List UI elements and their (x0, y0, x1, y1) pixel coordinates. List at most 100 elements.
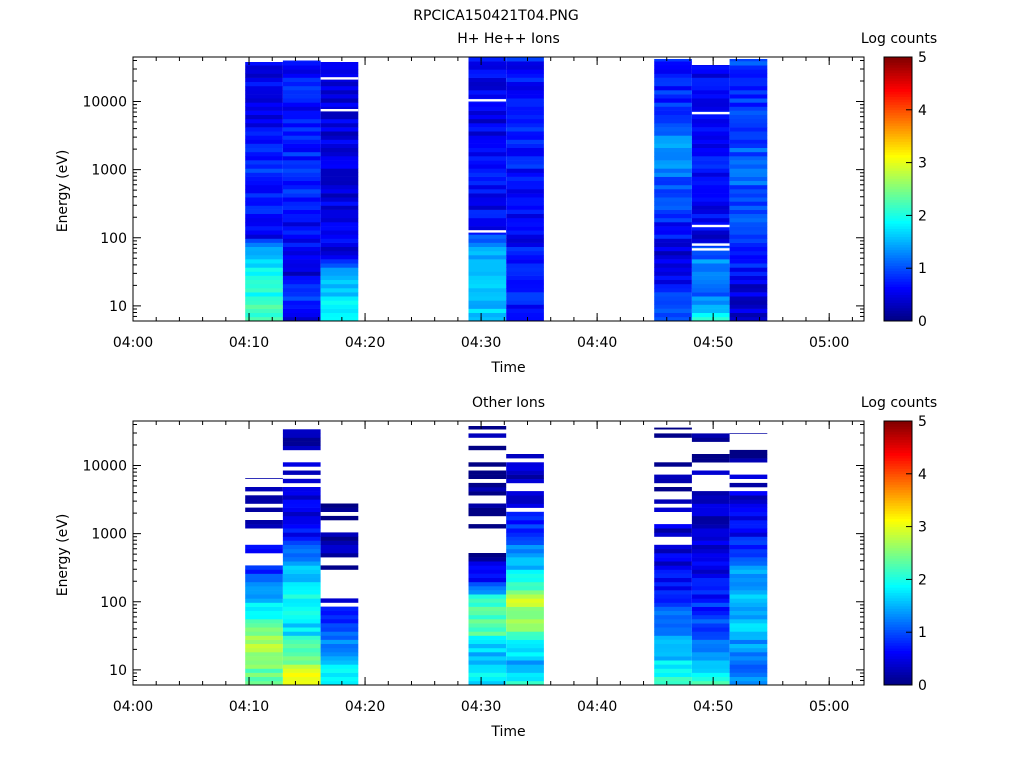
colorbar-band (884, 125, 912, 129)
spectrogram-bin (468, 569, 507, 574)
spectrogram-bin (506, 606, 544, 611)
spectrogram-bin (320, 69, 359, 74)
spectrogram-bin (282, 672, 321, 677)
spectrogram-bin (468, 217, 507, 223)
spectrogram-bin (729, 143, 768, 148)
spectrogram-bin (320, 246, 359, 252)
spectrogram-bin (320, 98, 359, 103)
spectrogram-bin (468, 470, 507, 475)
spectrogram-bin (654, 98, 692, 103)
spectrogram-bin (691, 458, 730, 463)
spectrogram-bin (245, 118, 283, 124)
colorbar-band (884, 529, 912, 533)
colorbar-band (884, 537, 912, 541)
spectrogram-bin (691, 614, 730, 620)
spectrogram-bin (729, 532, 768, 537)
spectrogram-bin (506, 573, 544, 578)
colorbar-tick-label: 3 (918, 156, 927, 172)
spectrogram-bin (245, 296, 283, 301)
spectrogram-bin (468, 491, 507, 496)
spectrogram-bin (282, 536, 321, 541)
spectrogram-bin (506, 316, 544, 322)
spectrogram-bin (691, 668, 730, 673)
colorbar-band (884, 579, 912, 583)
colorbar-band (884, 175, 912, 179)
spectrogram-bin (320, 255, 359, 260)
y-axis-label: Energy (eV) (55, 514, 71, 597)
spectrogram-bin (654, 590, 692, 595)
spectrogram-bin (729, 147, 768, 153)
spectrogram-bin (468, 164, 507, 169)
spectrogram-bin (468, 209, 507, 214)
spectrogram-bin (320, 660, 359, 665)
spectrogram-bin (691, 454, 730, 459)
y-axis-label: Energy (eV) (55, 150, 71, 233)
spectrogram-bin (245, 627, 283, 632)
spectrogram-bin (729, 548, 768, 554)
spectrogram-bin (506, 308, 544, 313)
spectrogram-bin (245, 279, 283, 285)
spectrogram-bin (506, 201, 544, 206)
spectrogram-bin (729, 69, 768, 74)
colorbar-band (884, 236, 912, 240)
spectrogram-bin (654, 246, 692, 252)
colorbar-band (884, 494, 912, 498)
spectrogram-bin (468, 619, 507, 624)
colorbar-band (884, 550, 912, 554)
spectrogram-bin (506, 234, 544, 239)
spectrogram-bin (320, 548, 359, 554)
spectrogram-bin (245, 520, 283, 525)
spectrogram-bin (691, 156, 730, 161)
spectrogram-bin (320, 217, 359, 223)
spectrogram-bin (320, 222, 359, 227)
spectrogram-bin (654, 528, 692, 533)
spectrogram-bin (654, 131, 692, 136)
spectrogram-bin (729, 540, 768, 545)
spectrogram-bin (282, 495, 321, 500)
spectrogram-bin (691, 308, 730, 313)
spectrogram-bin (729, 520, 768, 525)
spectrogram-bin (729, 594, 768, 599)
spectrogram-bin (282, 491, 321, 496)
spectrogram-bin (729, 296, 768, 301)
spectrogram-bin (506, 217, 544, 223)
spectrogram-bin (245, 499, 283, 504)
spectrogram-bin (691, 598, 730, 603)
spectrogram-bin (468, 94, 507, 99)
spectrogram-bin (245, 672, 283, 677)
spectrogram-bin (245, 598, 283, 603)
spectrogram-bin (506, 222, 544, 227)
colorbar-band (884, 173, 912, 177)
spectrogram-bin (506, 544, 544, 550)
spectrogram-bin (654, 164, 692, 169)
spectrogram-bin (468, 246, 507, 252)
spectrogram-bin (654, 255, 692, 260)
spectrogram-bin (654, 462, 692, 467)
colorbar-band (884, 307, 912, 311)
spectrogram-bin (320, 143, 359, 148)
spectrogram-bin (654, 304, 692, 309)
spectrogram-bin (245, 135, 283, 140)
spectrogram-bin (468, 598, 507, 603)
spectrogram-bin (691, 590, 730, 595)
colorbar-band (884, 130, 912, 134)
spectrogram-bin (282, 312, 321, 318)
spectrogram-bin (468, 610, 507, 616)
colorbar-band (884, 75, 912, 79)
spectrogram-bin (282, 586, 321, 591)
spectrogram-bin (729, 635, 768, 640)
colorbar-band (884, 62, 912, 66)
spectrogram-bin (245, 524, 283, 529)
spectrogram-bin (320, 544, 359, 550)
spectrogram-bin (282, 123, 321, 128)
spectrogram-column (282, 429, 321, 686)
colorbar-band (884, 244, 912, 248)
spectrogram-bin (282, 242, 321, 247)
spectrogram-bin (282, 292, 321, 297)
colorbar-band (884, 270, 912, 274)
colorbar-band (884, 196, 912, 200)
x-axis-label: Time (490, 360, 525, 376)
spectrogram-bin (282, 164, 321, 169)
spectrogram-bin (691, 205, 730, 210)
spectrogram-bin (654, 586, 692, 591)
